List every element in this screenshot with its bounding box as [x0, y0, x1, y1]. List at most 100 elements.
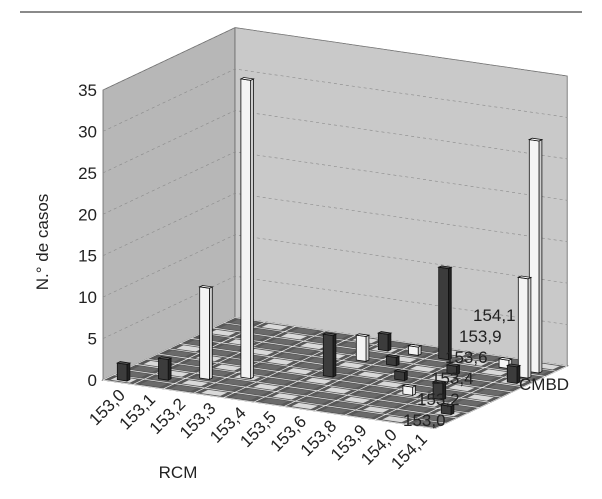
- floor-cell: [297, 362, 324, 370]
- gridline: [102, 27, 568, 91]
- bar: [407, 343, 423, 357]
- floor-cell: [376, 381, 404, 388]
- bar-top: [437, 265, 453, 270]
- floor-line: [212, 327, 546, 377]
- floor-cell: [429, 375, 456, 382]
- bar: [431, 379, 448, 401]
- floor-cell: [324, 387, 351, 394]
- bar-side: [332, 333, 337, 378]
- bar-top: [431, 379, 448, 384]
- bar: [376, 331, 393, 352]
- bar-front: [240, 78, 252, 380]
- bar-side: [447, 266, 452, 361]
- floor-cell: [409, 365, 437, 372]
- floor-cell: [415, 400, 442, 407]
- gridline: [102, 151, 568, 215]
- y-tick-label: 5: [88, 330, 97, 349]
- z-tick-label: 153,9: [459, 327, 502, 346]
- floor-cell: [456, 399, 483, 406]
- floor-line: [135, 364, 469, 414]
- z-tick-label: 153,6: [445, 348, 488, 367]
- bar: [354, 333, 371, 363]
- bar: [385, 354, 401, 367]
- bar-top: [321, 332, 338, 337]
- floor-cell: [231, 394, 258, 401]
- floor-line: [234, 317, 568, 367]
- floor-cell: [170, 385, 198, 392]
- floor-cell: [278, 353, 305, 360]
- bar: [439, 403, 456, 416]
- bar-front: [322, 333, 334, 378]
- bar: [321, 332, 338, 378]
- gridline: [102, 275, 568, 339]
- floor-cell: [302, 397, 329, 404]
- floor-cell: [365, 386, 393, 393]
- bar: [437, 265, 453, 361]
- floor-cell: [217, 344, 244, 351]
- floor-cell: [374, 401, 401, 408]
- floor-cell: [206, 349, 233, 356]
- bar-top: [239, 77, 255, 81]
- floor-cell: [354, 391, 382, 398]
- bar-top: [385, 354, 401, 358]
- y-tick-label: 15: [78, 247, 97, 266]
- y-tick-label: 35: [78, 81, 97, 100]
- floor-cell: [478, 389, 505, 396]
- floor-cell: [346, 376, 373, 384]
- bar-side: [538, 138, 543, 374]
- gridline: [102, 110, 568, 174]
- bar-top: [497, 357, 514, 361]
- bar: [198, 285, 214, 381]
- z-tick-label: 153,0: [403, 411, 446, 430]
- bar: [516, 275, 533, 379]
- bar-top: [505, 363, 522, 368]
- bar: [115, 361, 132, 382]
- bar-top: [439, 403, 456, 407]
- floor-cell: [467, 394, 494, 401]
- floor-cell: [332, 402, 360, 409]
- bar-side: [126, 362, 131, 382]
- floor-cell: [330, 347, 357, 354]
- floor-cell: [289, 348, 316, 355]
- floor-cell: [140, 380, 167, 388]
- y-tick-label: 0: [88, 371, 97, 390]
- bar-top: [157, 356, 173, 360]
- floor-cell: [275, 373, 302, 380]
- y-tick-label: 30: [78, 122, 97, 141]
- floor-cell: [481, 369, 508, 376]
- z-tick-label: 153,4: [431, 369, 474, 388]
- gridline: [102, 192, 568, 256]
- floor-cell: [412, 420, 439, 427]
- floor-cell: [382, 416, 409, 423]
- bar-front: [506, 364, 518, 384]
- bar-front: [355, 334, 367, 362]
- y-tick-label: 20: [78, 205, 97, 224]
- bar-top: [401, 383, 417, 388]
- bar-front: [517, 276, 529, 379]
- chart-walls: [102, 26, 568, 381]
- bar-top: [527, 137, 544, 142]
- bar-front: [377, 332, 389, 352]
- floor-cell: [223, 379, 250, 386]
- floor-cell: [176, 345, 203, 352]
- floor-cell: [335, 382, 362, 389]
- floor-cell: [256, 363, 283, 370]
- floor-cell: [165, 350, 192, 357]
- floor-cell: [385, 396, 412, 403]
- bar-side: [365, 334, 370, 363]
- floor-cell: [269, 338, 297, 345]
- bar-side: [250, 78, 254, 380]
- bar-top: [376, 331, 393, 335]
- floor-cell: [261, 398, 288, 405]
- floor-cell: [404, 405, 431, 412]
- floor-cell: [250, 328, 277, 336]
- y-axis-title: N.° de casos: [33, 194, 52, 291]
- bar: [445, 363, 461, 376]
- floor-cell: [283, 388, 310, 395]
- bar-front: [116, 362, 128, 382]
- gridline: [102, 234, 568, 298]
- floor-cell: [291, 328, 319, 335]
- floor-cell: [286, 368, 313, 375]
- floor-cell: [242, 388, 269, 396]
